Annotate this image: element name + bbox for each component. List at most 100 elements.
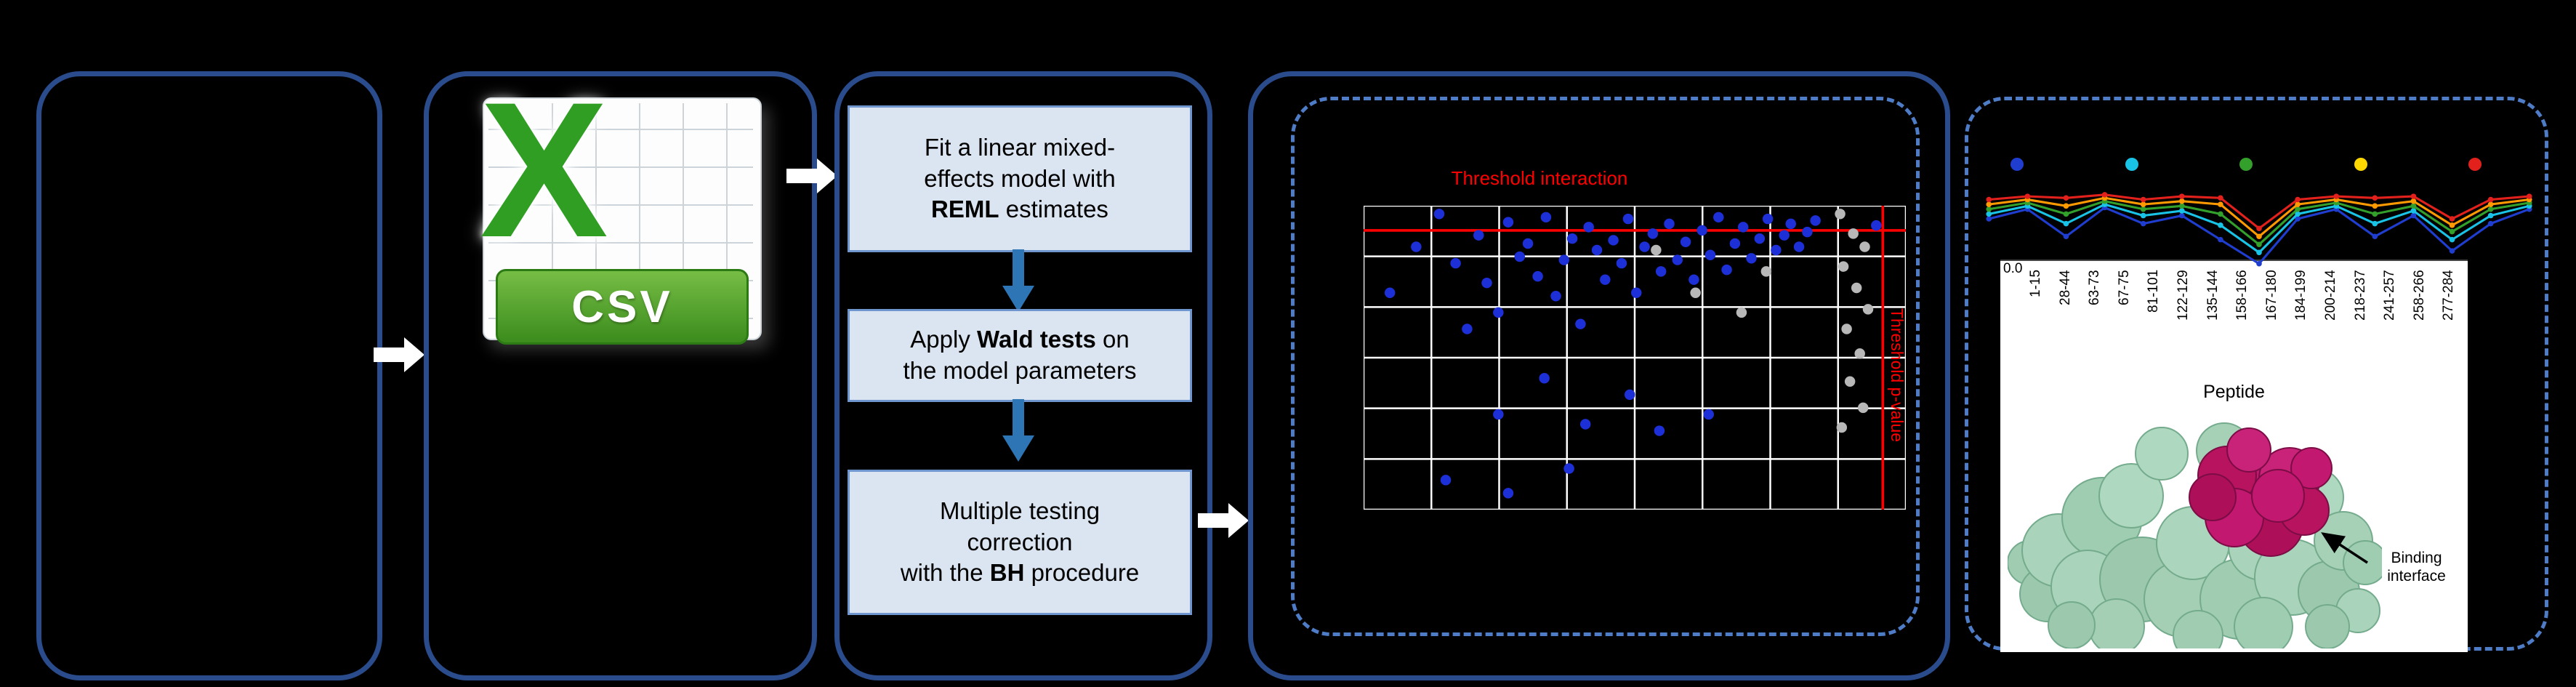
significant-point <box>1746 253 1757 264</box>
nonsignificant-point <box>1760 266 1772 277</box>
significant-point <box>1384 287 1396 298</box>
significant-point <box>1631 287 1642 298</box>
significant-point <box>1754 233 1766 244</box>
significant-point <box>1654 425 1665 436</box>
uptake-series-marker <box>1986 211 1992 217</box>
protein-structure <box>2008 422 2382 648</box>
uptake-series-marker <box>2178 203 2185 209</box>
nonsignificant-point <box>1844 376 1856 387</box>
peptide-label: 158-166 <box>2234 270 2250 321</box>
significant-point <box>1583 222 1594 233</box>
peptide-label: 241-257 <box>2382 270 2398 321</box>
uptake-series-marker <box>2487 220 2494 227</box>
nonsignificant-point <box>1857 402 1869 414</box>
step-text-line: Apply Wald tests on <box>910 326 1130 353</box>
timepoint-dot <box>2125 158 2138 171</box>
significant-point <box>1624 389 1635 401</box>
model-steps-panel <box>834 71 1212 680</box>
significant-point <box>1664 218 1675 230</box>
step-text-line: REML estimates <box>931 196 1108 223</box>
significant-point <box>1481 277 1492 289</box>
uptake-series-marker <box>2178 193 2185 199</box>
step-multiple-testing: Multiple testing correction with the BH pr… <box>848 470 1192 615</box>
peptide-label: 277-284 <box>2441 270 2457 321</box>
uptake-series-marker <box>1986 196 1992 203</box>
significant-point <box>1721 264 1732 276</box>
uptake-series-marker <box>2256 225 2262 231</box>
uptake-series-marker <box>2140 196 2146 203</box>
significant-point <box>1729 238 1741 249</box>
uptake-series-marker <box>2410 203 2417 209</box>
uptake-line-chart <box>1986 192 2532 267</box>
uptake-series-marker <box>2256 249 2262 256</box>
uptake-series-marker <box>2063 195 2069 201</box>
significant-point <box>1647 228 1659 239</box>
significant-point <box>1539 373 1550 384</box>
uptake-series-marker <box>1986 216 1992 222</box>
step-text-line: correction <box>967 528 1073 555</box>
volcano-dashed-frame <box>1291 97 1920 636</box>
csv-format-banner: CSV <box>496 269 749 345</box>
uptake-series-marker <box>2140 201 2146 207</box>
significant-point <box>1563 463 1574 474</box>
step-text-line: the model parameters <box>903 357 1137 384</box>
significant-point <box>1802 226 1813 238</box>
uptake-series-marker <box>1986 206 1992 212</box>
timepoint-dot <box>2239 158 2253 171</box>
excel-x-letter: X <box>480 63 608 278</box>
csv-file-icon: X CSV <box>480 74 765 371</box>
significant-point <box>1779 230 1790 241</box>
binding-interface-region <box>2189 427 2333 557</box>
peptide-label: 184-199 <box>2293 270 2309 321</box>
significant-point <box>1608 235 1619 246</box>
threshold-interaction-label: Threshold interaction <box>1451 167 1628 189</box>
significant-point <box>1600 274 1611 285</box>
nonsignificant-point <box>1736 307 1747 318</box>
uptake-series-marker <box>2218 222 2223 228</box>
right-arrow-icon <box>786 158 837 193</box>
uptake-series-marker <box>2140 206 2146 212</box>
significant-point <box>1558 254 1570 265</box>
significant-point <box>1532 270 1543 282</box>
uptake-series-marker <box>2140 212 2146 219</box>
significant-point <box>1579 419 1591 430</box>
significant-point <box>1713 212 1724 223</box>
significant-point <box>1655 266 1667 277</box>
uptake-series-marker <box>2063 233 2069 239</box>
peptide-label: 81-101 <box>2146 270 2162 313</box>
nonsignificant-point <box>1848 228 1859 239</box>
uptake-series-marker <box>2256 241 2262 248</box>
uptake-series-marker <box>2410 193 2417 199</box>
peptide-label: 67-75 <box>2116 270 2132 305</box>
significant-point <box>1502 217 1514 228</box>
significant-point <box>1785 218 1796 230</box>
uptake-series-marker <box>2372 233 2378 239</box>
peptide-label: 200-214 <box>2323 270 2338 321</box>
nonsignificant-point <box>1838 261 1849 272</box>
significant-point <box>1810 215 1821 226</box>
uptake-series-marker <box>2024 193 2031 199</box>
volcano-panel <box>1248 71 1950 680</box>
significant-point <box>1462 324 1473 334</box>
uptake-series-marker <box>2063 220 2069 227</box>
down-arrow-icon <box>1002 399 1034 462</box>
significant-point <box>1440 475 1452 486</box>
uptake-series-marker <box>2178 198 2185 204</box>
significant-point <box>1703 409 1714 420</box>
significant-point <box>1493 409 1504 420</box>
stage-1-panel <box>36 71 382 680</box>
nonsignificant-point <box>1841 324 1852 334</box>
uptake-series-marker <box>2410 198 2417 204</box>
nonsignificant-point <box>1854 348 1865 359</box>
uptake-series-marker <box>2101 192 2108 198</box>
timepoint-legend <box>2011 158 2482 171</box>
significant-point <box>1591 244 1603 256</box>
uptake-series-marker <box>2063 211 2069 217</box>
uptake-series-marker <box>2487 196 2494 203</box>
uptake-series-marker <box>2449 248 2455 254</box>
nonsignificant-point <box>1835 209 1846 220</box>
step-fit-model: Fit a linear mixed-effects model with REM… <box>848 105 1192 252</box>
significant-point <box>1450 257 1461 269</box>
significant-point <box>1696 225 1707 236</box>
